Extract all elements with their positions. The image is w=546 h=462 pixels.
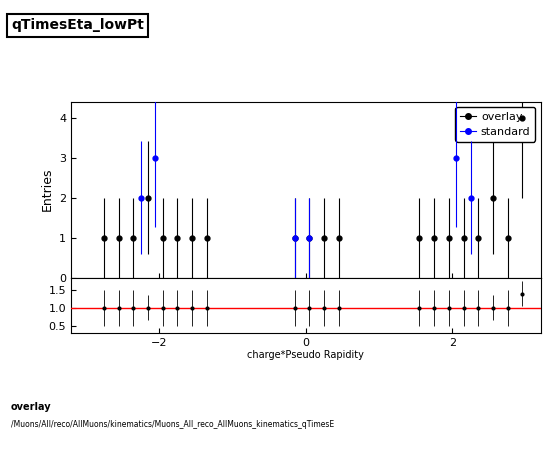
- X-axis label: charge*Pseudo Rapidity: charge*Pseudo Rapidity: [247, 350, 364, 360]
- Text: qTimesEta_lowPt: qTimesEta_lowPt: [11, 18, 144, 32]
- Text: /Muons/All/reco/AllMuons/kinematics/Muons_All_reco_AllMuons_kinematics_qTimesE: /Muons/All/reco/AllMuons/kinematics/Muon…: [11, 420, 334, 429]
- Y-axis label: Entries: Entries: [40, 168, 54, 212]
- Legend: overlay, standard: overlay, standard: [455, 107, 535, 142]
- Text: overlay: overlay: [11, 402, 51, 412]
